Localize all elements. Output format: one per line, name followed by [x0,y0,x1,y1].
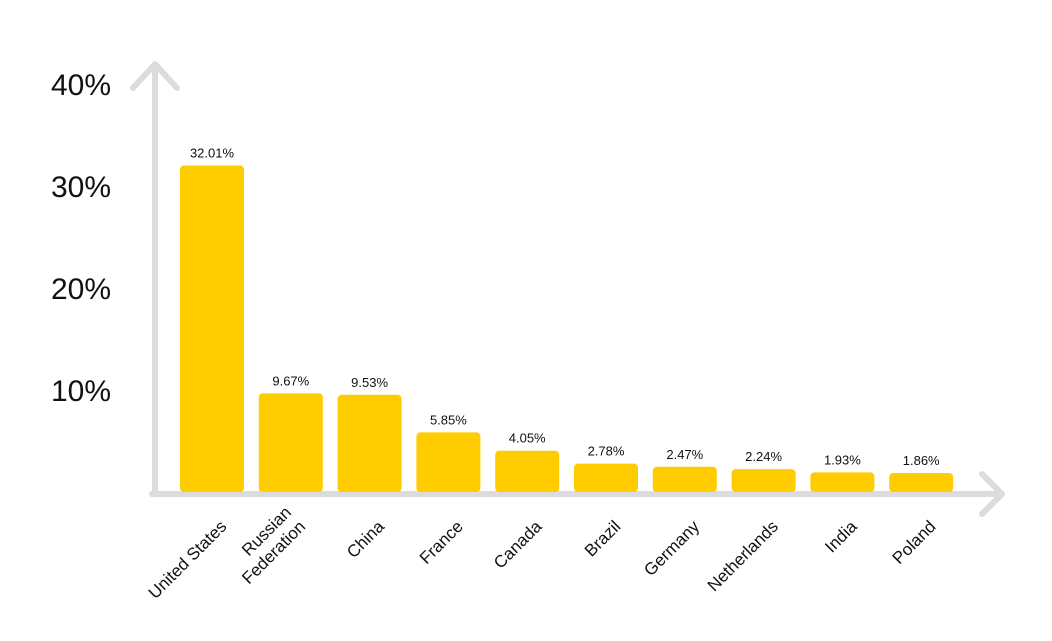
category-label: India [821,517,861,557]
data-label: 1.86% [903,453,940,468]
bar [337,394,402,492]
category-label-line: Poland [889,517,940,568]
data-labels: 32.01% 9.67% 9.53% 5.85% 4.05% 2.78% 2.47% 2.24… [190,145,940,468]
category-label-line: United States [145,517,231,603]
data-label: 2.47% [666,447,703,462]
data-label: 4.05% [509,431,546,446]
data-label: 2.78% [588,444,625,459]
y-tick-label: 40% [51,69,111,102]
category-label-line: Germany [640,517,703,580]
chart-axes [130,61,1005,517]
bars [180,165,954,493]
category-label: Poland [889,517,940,568]
category-label: Netherlands [704,517,782,595]
category-label-line: Brazil [581,517,624,560]
category-label: France [416,517,467,568]
y-tick-label: 30% [51,171,111,204]
y-tick-label: 10% [51,375,111,408]
bar [495,450,560,492]
bar [731,469,796,492]
y-tick-label: 20% [51,273,111,306]
category-label-line: Netherlands [704,517,782,595]
x-axis-arrowhead [979,471,1005,517]
data-label: 9.53% [351,375,388,390]
category-label: Brazil [581,517,624,560]
category-label: United States [145,517,231,603]
bar [574,463,638,492]
category-label-line: India [821,517,861,557]
bar [652,466,717,492]
data-label: 2.24% [745,449,782,464]
bar [416,432,481,492]
data-label: 9.67% [272,373,309,388]
y-axis-arrowhead [130,61,180,91]
y-tick-labels: 10% 20% 30% 40% [51,69,111,408]
data-label: 5.85% [430,412,467,427]
bar [258,393,323,492]
data-label: 1.93% [824,452,861,467]
category-label-line: China [343,517,388,562]
category-label: China [343,517,388,562]
bar [889,473,954,492]
category-label: RussianFederation [224,503,309,588]
category-label-line: Canada [490,517,546,573]
category-label-line: France [416,517,467,568]
category-label: Germany [640,517,703,580]
data-label: 32.01% [190,145,235,160]
category-label: Canada [490,517,546,573]
category-labels: United States RussianFederation China Franc… [145,503,940,603]
bar [810,472,875,492]
bar [180,165,244,493]
